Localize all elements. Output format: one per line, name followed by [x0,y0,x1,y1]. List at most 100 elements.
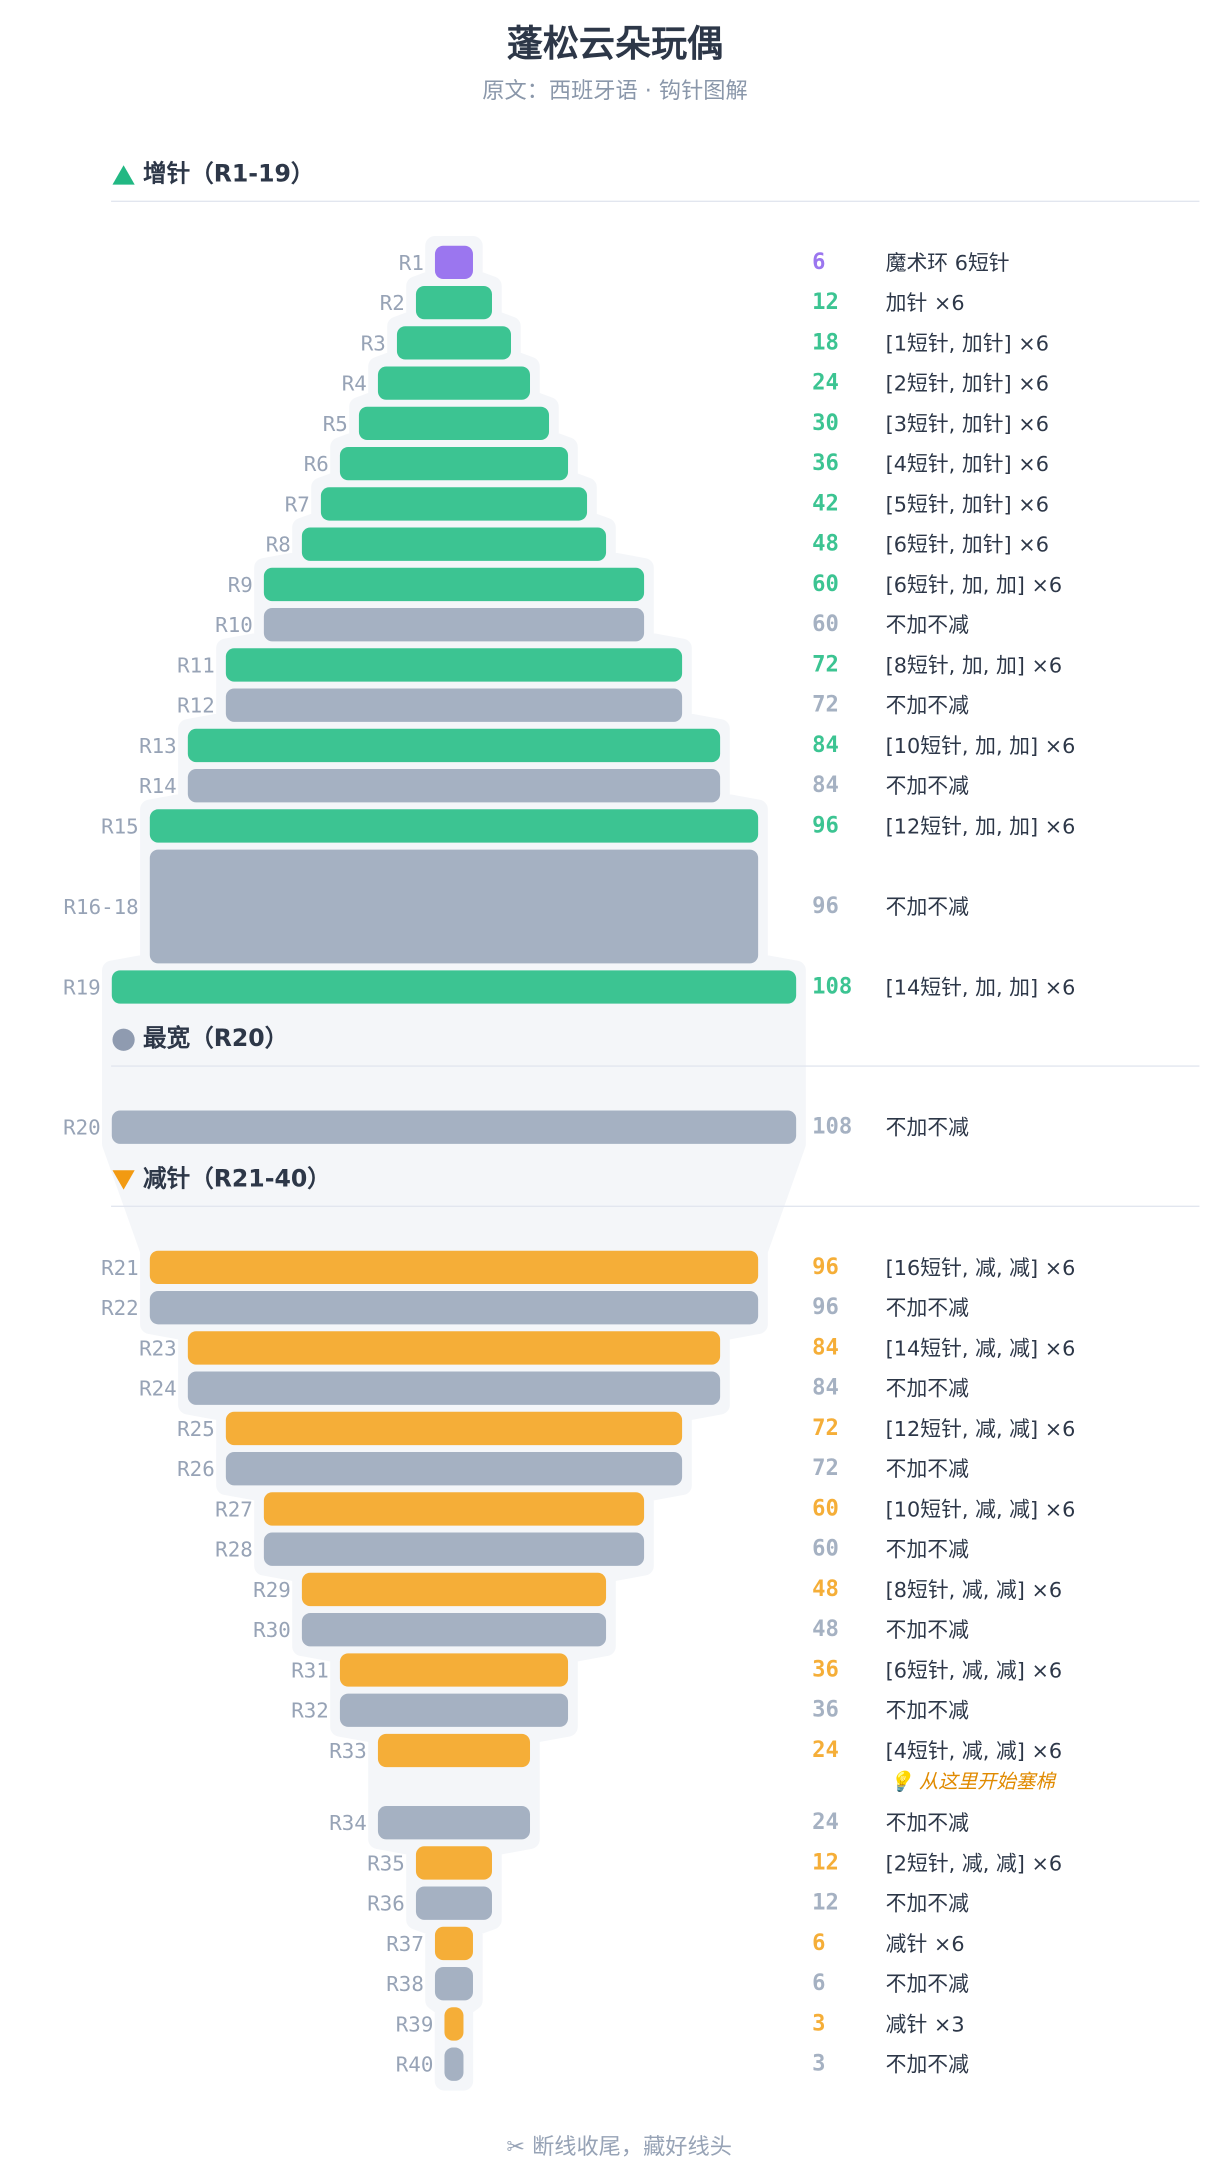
instruction: [8短针, 加, 加] ×6 [886,653,1063,677]
stitch-count: 12 [812,289,839,315]
stitch-count: 60 [812,611,839,637]
row-label: R9 [228,573,253,597]
instruction: [16短针, 减, 减] ×6 [886,1256,1076,1280]
note: 💡 从这里开始塞棉 [888,1770,1057,1793]
stitch-count: 36 [812,450,839,476]
stitch-count: 84 [812,772,839,798]
instruction: [4短针, 减, 减] ×6 [886,1739,1063,1763]
row-label: R13 [139,734,177,758]
row-bar [263,567,645,602]
stitch-count: 48 [812,531,839,557]
instruction: [5短针, 加针] ×6 [886,492,1049,516]
section-icon [112,165,135,185]
stitch-count: 72 [812,1455,839,1481]
stitch-count: 6 [812,1930,825,1956]
row-label: R33 [329,1739,367,1763]
row-bar [225,1452,683,1486]
row-label: R35 [367,1851,405,1875]
row-label: R39 [396,2012,434,2036]
row-label: R36 [367,1892,405,1916]
row-bar [149,849,759,964]
row-bar [339,446,569,481]
row-bar [149,1291,759,1325]
stitch-count: 18 [812,329,839,355]
stitch-count: 84 [812,1375,839,1401]
instruction: 魔术环 6短针 [886,251,1010,275]
subtitle: 原文：西班牙语 · 钩针图解 [482,78,747,104]
row-bar [263,1532,645,1566]
row-label: R29 [253,1578,291,1602]
instruction: [6短针, 加, 加] ×6 [886,573,1063,597]
instruction: [3短针, 加针] ×6 [886,412,1049,436]
instruction: 不加不减 [886,1699,969,1723]
row-bar [377,366,531,400]
stitch-count: 72 [812,692,839,718]
stitch-count: 12 [812,1849,839,1875]
stitch-count: 30 [812,410,839,436]
stitch-count: 48 [812,1576,839,1602]
row-label: R40 [396,2053,434,2077]
row-bar [434,1926,473,1961]
stitch-count: 6 [812,249,825,275]
row-label: R27 [215,1497,253,1521]
instruction: 不加不减 [886,1457,969,1481]
stitch-count: 12 [812,1890,839,1916]
row-label: R2 [380,291,405,315]
stitch-count: 96 [812,893,839,919]
instruction: [6短针, 加针] ×6 [886,533,1049,557]
stitch-count: 3 [812,2010,825,2036]
row-label: R12 [177,694,215,718]
instruction: 不加不减 [886,895,969,919]
row-bar [263,1492,645,1526]
stitch-count: 72 [812,1415,839,1441]
row-bar [225,688,683,722]
row-bar [444,2007,464,2041]
row-bar [301,1572,607,1607]
instruction: 不加不减 [886,1972,969,1996]
stitch-count: 96 [812,1294,839,1320]
row-label: R32 [291,1699,329,1723]
row-label: R38 [386,1972,424,1996]
background-layer [102,235,806,2091]
instruction: 不加不减 [886,694,969,718]
instruction: [1短针, 加针] ×6 [886,331,1049,355]
instruction: [10短针, 加, 加] ×6 [886,734,1076,758]
row-bar [377,1733,531,1768]
row-label: R11 [177,653,215,677]
row-bar [187,1371,721,1405]
instruction: 不加不减 [886,1116,969,1140]
instruction: 加针 ×6 [886,291,965,315]
row-bar [339,1653,569,1687]
instruction: [10短针, 减, 减] ×6 [886,1497,1076,1521]
row-label: R10 [215,613,253,637]
stitch-count: 36 [812,1697,839,1723]
stitch-count: 84 [812,732,839,758]
row-bar [149,1250,759,1285]
row-label: R20 [63,1116,101,1140]
stitch-count: 36 [812,1656,839,1682]
stitch-count: 24 [812,1809,839,1835]
section-icon [112,1170,135,1190]
row-bar [396,326,512,360]
row-bar [358,406,550,441]
section-title: 减针（R21-40） [143,1164,331,1192]
row-label: R19 [63,975,101,999]
row-bar [434,245,473,280]
row-bar [187,1331,721,1365]
stitch-count: 72 [812,651,839,677]
row-bar [149,809,759,843]
row-label: R6 [304,452,329,476]
instruction: [12短针, 加, 加] ×6 [886,814,1076,838]
row-bar [301,527,607,561]
row-label: R1 [399,251,424,275]
instruction: 不加不减 [886,2053,969,2077]
row-bar [187,728,721,763]
section-icon [112,1028,135,1051]
stitch-count: 108 [812,1114,852,1140]
instruction: [12短针, 减, 减] ×6 [886,1417,1076,1441]
row-bar [320,487,588,521]
instruction: 减针 ×3 [886,2012,965,2036]
stitch-count: 6 [812,1970,825,1996]
